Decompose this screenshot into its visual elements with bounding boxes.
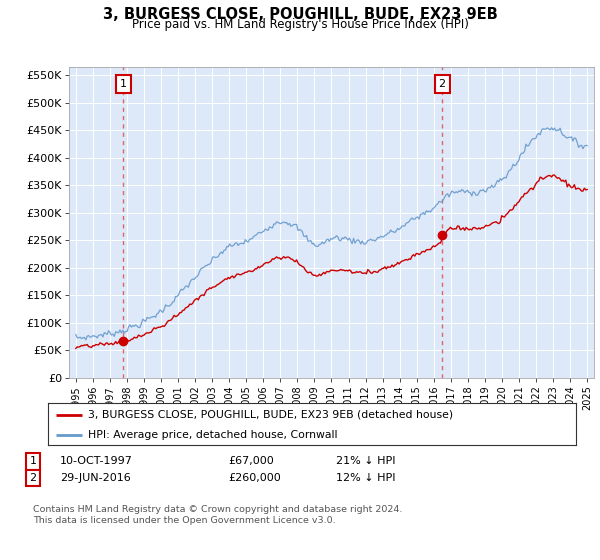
Text: £67,000: £67,000 [228, 456, 274, 466]
Text: 1: 1 [29, 456, 37, 466]
Text: £260,000: £260,000 [228, 473, 281, 483]
Text: 12% ↓ HPI: 12% ↓ HPI [336, 473, 395, 483]
Text: 21% ↓ HPI: 21% ↓ HPI [336, 456, 395, 466]
Text: 3, BURGESS CLOSE, POUGHILL, BUDE, EX23 9EB: 3, BURGESS CLOSE, POUGHILL, BUDE, EX23 9… [103, 7, 497, 22]
Text: 3, BURGESS CLOSE, POUGHILL, BUDE, EX23 9EB (detached house): 3, BURGESS CLOSE, POUGHILL, BUDE, EX23 9… [88, 410, 453, 420]
Text: Contains HM Land Registry data © Crown copyright and database right 2024.
This d: Contains HM Land Registry data © Crown c… [33, 505, 403, 525]
Text: Price paid vs. HM Land Registry's House Price Index (HPI): Price paid vs. HM Land Registry's House … [131, 18, 469, 31]
Text: 10-OCT-1997: 10-OCT-1997 [60, 456, 133, 466]
Text: 2: 2 [439, 79, 446, 88]
Text: 1: 1 [120, 79, 127, 88]
Text: 2: 2 [29, 473, 37, 483]
Text: HPI: Average price, detached house, Cornwall: HPI: Average price, detached house, Corn… [88, 430, 337, 440]
Text: 29-JUN-2016: 29-JUN-2016 [60, 473, 131, 483]
